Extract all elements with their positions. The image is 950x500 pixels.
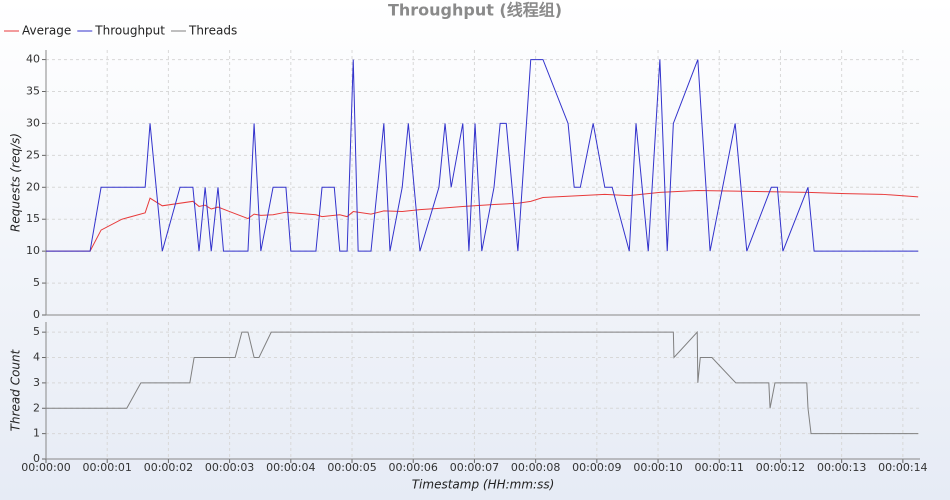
x-tick-label: 00:00:07 [450,461,499,474]
x-tick-label: 00:00:04 [266,461,315,474]
y-axis-label: Thread Count [9,348,23,431]
y-tick-label: 5 [33,276,40,289]
x-tick-label: 00:00:13 [817,461,866,474]
series-line [46,330,919,435]
y-tick-label: 35 [26,85,40,98]
y-tick-label: 2 [33,401,40,414]
x-tick-label: 00:00:14 [878,461,927,474]
series-line [46,59,919,252]
x-tick-label: 00:00:05 [327,461,376,474]
legend-label: Threads [188,24,237,38]
y-tick-label: 10 [26,244,40,257]
x-tick-label: 00:00:12 [756,461,805,474]
x-tick-label: 00:00:00 [21,461,70,474]
y-tick-label: 25 [26,148,40,161]
x-tick-label: 00:00:10 [633,461,682,474]
x-tick-label: 00:00:11 [695,461,744,474]
legend-label: Average [22,24,71,38]
y-tick-label: 5 [33,325,40,338]
legend-label: Throughput [94,24,165,38]
y-tick-label: 30 [26,116,40,129]
x-tick-label: 00:00:02 [144,461,193,474]
x-tick-label: 00:00:06 [389,461,438,474]
x-tick-label: 00:00:09 [572,461,621,474]
y-tick-label: 15 [26,212,40,225]
y-axis-label: Requests (req/s) [9,133,23,232]
x-axis-label: Timestamp (HH:mm:ss) [412,478,555,492]
y-tick-label: 40 [26,53,40,66]
x-tick-label: 00:00:01 [83,461,132,474]
y-tick-label: 0 [33,452,40,465]
y-tick-label: 3 [33,376,40,389]
y-tick-label: 4 [33,351,40,364]
y-tick-label: 20 [26,180,40,193]
x-tick-label: 00:00:08 [511,461,560,474]
y-tick-label: 1 [33,427,40,440]
chart-title: Throughput (线程组) [388,1,562,20]
y-tick-label: 0 [33,308,40,321]
x-tick-label: 00:00:03 [205,461,254,474]
